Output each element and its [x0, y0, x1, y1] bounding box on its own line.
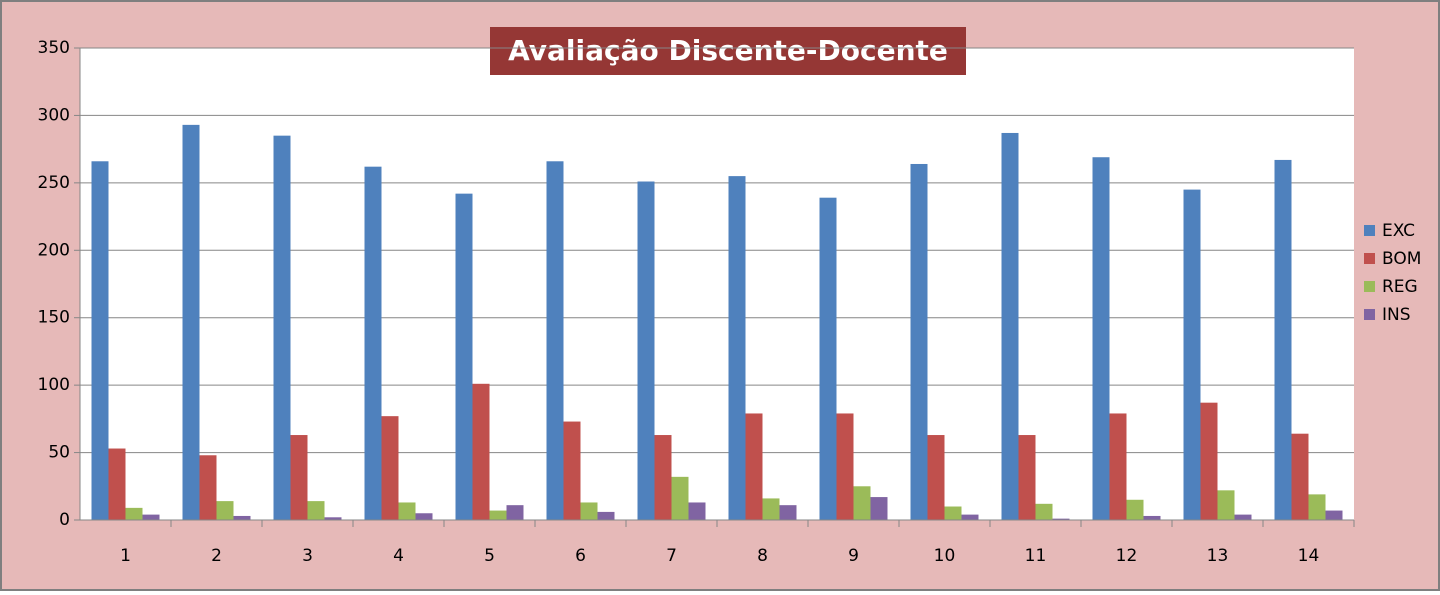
bar	[1308, 494, 1326, 520]
legend-swatch	[1364, 225, 1375, 236]
x-tick-label: 3	[302, 546, 313, 566]
x-tick-label: 13	[1207, 546, 1229, 566]
bar	[688, 502, 706, 520]
bar	[290, 435, 308, 520]
bar	[472, 383, 490, 520]
bar	[910, 163, 928, 520]
bar	[364, 166, 382, 520]
bar	[324, 517, 342, 520]
bar	[944, 506, 962, 520]
bar	[506, 505, 524, 520]
bar	[927, 435, 945, 520]
x-tick-label: 8	[757, 546, 768, 566]
bar	[216, 501, 234, 520]
bar	[233, 515, 251, 520]
y-tick-label: 0	[59, 510, 70, 530]
bar	[819, 197, 837, 521]
y-tick-label: 300	[38, 105, 70, 125]
bar	[546, 161, 564, 520]
y-tick-label: 250	[38, 173, 70, 193]
bar	[91, 161, 109, 520]
bar	[1018, 435, 1036, 520]
bar	[455, 193, 473, 520]
bar	[961, 514, 979, 520]
bar	[637, 181, 655, 520]
x-tick-label: 6	[575, 546, 586, 566]
bar	[563, 421, 581, 520]
bar	[142, 514, 160, 520]
bar	[597, 511, 615, 520]
y-tick-label: 150	[38, 308, 70, 328]
x-tick-label: 11	[1025, 546, 1047, 566]
bar	[1126, 499, 1144, 520]
bar	[1035, 503, 1053, 520]
bar	[853, 486, 871, 520]
x-tick-label: 5	[484, 546, 495, 566]
bar	[1274, 159, 1292, 520]
bar	[1052, 518, 1070, 520]
legend-label: EXC	[1382, 221, 1415, 241]
bar	[1001, 132, 1019, 520]
legend-label: BOM	[1382, 249, 1421, 269]
bar	[1200, 402, 1218, 520]
x-tick-label: 9	[848, 546, 859, 566]
bar	[125, 507, 143, 520]
bar	[273, 135, 291, 520]
x-tick-label: 7	[666, 546, 677, 566]
x-tick-label: 4	[393, 546, 404, 566]
plot-area	[80, 48, 1354, 520]
bar	[779, 505, 797, 520]
bar	[1234, 514, 1252, 520]
bar	[398, 502, 416, 520]
bar	[1183, 189, 1201, 520]
legend-swatch	[1364, 253, 1375, 264]
bar	[415, 513, 433, 520]
bar	[1092, 157, 1110, 520]
bar	[745, 413, 763, 520]
bar	[580, 502, 598, 520]
bar	[671, 476, 689, 520]
title-box	[490, 27, 966, 75]
x-tick-label: 2	[211, 546, 222, 566]
bar	[1291, 433, 1309, 520]
bar	[1325, 510, 1343, 520]
legend-label: INS	[1382, 305, 1411, 325]
y-tick-label: 200	[38, 240, 70, 260]
y-tick-label: 350	[38, 38, 70, 58]
bar	[182, 124, 200, 521]
bar	[108, 448, 126, 520]
y-tick-label: 50	[48, 443, 70, 463]
bar	[199, 455, 217, 520]
bar	[381, 416, 399, 520]
bar	[1217, 490, 1235, 520]
x-tick-label: 12	[1116, 546, 1138, 566]
bar	[654, 435, 672, 520]
bar	[1109, 413, 1127, 520]
legend-swatch	[1364, 281, 1375, 292]
bar	[489, 510, 507, 520]
bar	[870, 497, 888, 520]
bar	[1143, 515, 1161, 520]
x-tick-label: 14	[1298, 546, 1320, 566]
bar	[728, 176, 746, 520]
chart-title: Avaliação Discente-Docente	[508, 34, 948, 67]
legend-label: REG	[1382, 277, 1418, 297]
bar	[307, 501, 325, 520]
legend-swatch	[1364, 309, 1375, 320]
x-tick-label: 1	[120, 546, 131, 566]
bar	[762, 498, 780, 520]
y-tick-label: 100	[38, 375, 70, 395]
x-tick-label: 10	[934, 546, 956, 566]
bar	[836, 413, 854, 520]
